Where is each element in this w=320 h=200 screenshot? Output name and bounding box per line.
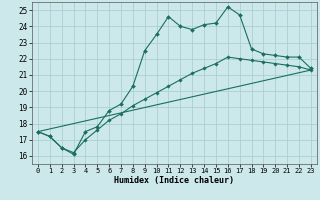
X-axis label: Humidex (Indice chaleur): Humidex (Indice chaleur) [115, 176, 234, 185]
